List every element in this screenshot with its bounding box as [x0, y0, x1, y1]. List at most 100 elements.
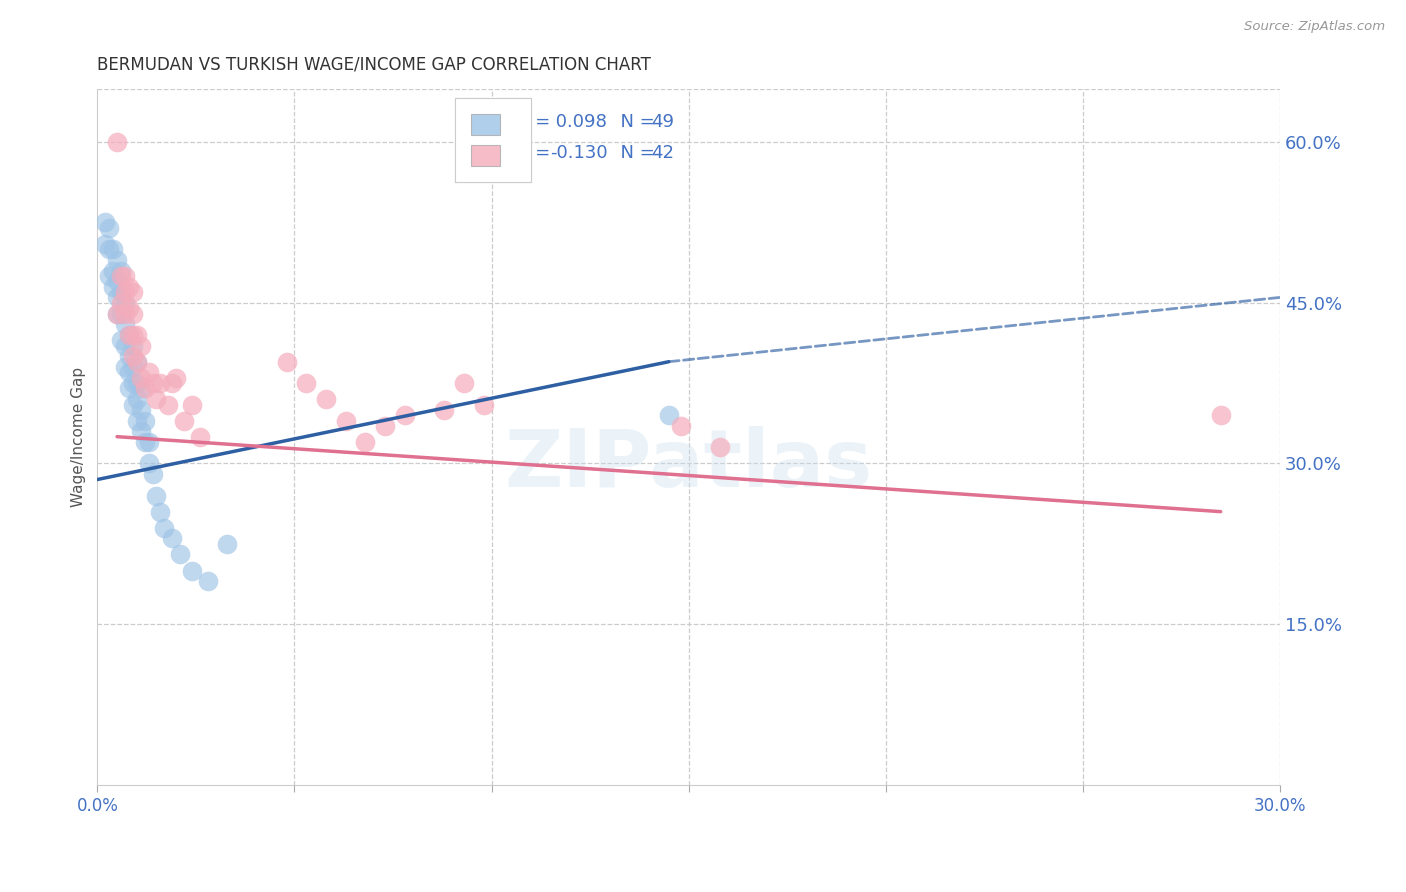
- Point: [105, 306, 128, 320]
- Y-axis label: Wage/Income Gap: Wage/Income Gap: [72, 367, 86, 507]
- Point: [98, 268, 121, 283]
- Point: [453, 376, 475, 391]
- Point: [118, 327, 141, 342]
- Point: [101, 263, 124, 277]
- Point: [98, 220, 121, 235]
- Point: [118, 365, 141, 379]
- Point: [114, 306, 136, 320]
- Point: [94, 236, 117, 251]
- Point: [149, 505, 172, 519]
- Text: N =: N =: [609, 144, 661, 161]
- Point: [197, 574, 219, 589]
- Point: [315, 392, 337, 407]
- Point: [153, 521, 176, 535]
- Point: [138, 365, 160, 379]
- Point: [173, 414, 195, 428]
- Point: [121, 376, 143, 391]
- Text: 42: 42: [651, 144, 673, 161]
- Point: [118, 301, 141, 315]
- Point: [138, 435, 160, 450]
- Point: [162, 376, 184, 391]
- Text: Source: ZipAtlas.com: Source: ZipAtlas.com: [1244, 20, 1385, 33]
- Text: -0.130: -0.130: [550, 144, 607, 161]
- Point: [121, 306, 143, 320]
- Point: [121, 359, 143, 374]
- Point: [374, 419, 396, 434]
- Text: R =: R =: [517, 113, 557, 131]
- Point: [105, 274, 128, 288]
- Point: [125, 392, 148, 407]
- Point: [101, 242, 124, 256]
- Point: [114, 285, 136, 299]
- Point: [110, 306, 132, 320]
- Point: [162, 532, 184, 546]
- Point: [134, 382, 156, 396]
- Text: ZIPatlas: ZIPatlas: [505, 425, 873, 503]
- Point: [118, 327, 141, 342]
- Point: [110, 263, 132, 277]
- Point: [181, 564, 204, 578]
- Point: [105, 135, 128, 149]
- Point: [105, 306, 128, 320]
- Point: [181, 398, 204, 412]
- Point: [125, 354, 148, 368]
- Point: [145, 392, 167, 407]
- Point: [110, 295, 132, 310]
- Point: [335, 414, 357, 428]
- Point: [669, 419, 692, 434]
- Point: [114, 295, 136, 310]
- Point: [145, 489, 167, 503]
- Point: [125, 376, 148, 391]
- Point: [129, 425, 152, 439]
- Point: [114, 338, 136, 352]
- Point: [105, 252, 128, 267]
- Point: [129, 403, 152, 417]
- Point: [121, 327, 143, 342]
- Point: [433, 403, 456, 417]
- Point: [134, 435, 156, 450]
- Point: [129, 382, 152, 396]
- Point: [217, 537, 239, 551]
- Point: [149, 376, 172, 391]
- Point: [101, 279, 124, 293]
- Point: [141, 376, 163, 391]
- Point: [709, 441, 731, 455]
- Point: [165, 371, 187, 385]
- Point: [110, 268, 132, 283]
- Point: [157, 398, 180, 412]
- Point: [114, 359, 136, 374]
- Point: [276, 354, 298, 368]
- Point: [94, 215, 117, 229]
- Point: [188, 430, 211, 444]
- Point: [105, 290, 128, 304]
- Point: [125, 354, 148, 368]
- Point: [110, 285, 132, 299]
- Legend: , : ,: [456, 97, 531, 182]
- Point: [295, 376, 318, 391]
- Point: [169, 548, 191, 562]
- Point: [114, 317, 136, 331]
- Text: 49: 49: [651, 113, 673, 131]
- Text: BERMUDAN VS TURKISH WAGE/INCOME GAP CORRELATION CHART: BERMUDAN VS TURKISH WAGE/INCOME GAP CORR…: [97, 55, 651, 73]
- Point: [472, 398, 495, 412]
- Point: [138, 457, 160, 471]
- Point: [98, 242, 121, 256]
- Text: N =: N =: [609, 113, 661, 131]
- Point: [658, 409, 681, 423]
- Point: [121, 349, 143, 363]
- Point: [118, 279, 141, 293]
- Point: [110, 333, 132, 347]
- Point: [129, 371, 152, 385]
- Text: 0.098: 0.098: [550, 113, 607, 131]
- Point: [1209, 409, 1232, 423]
- Point: [125, 414, 148, 428]
- Point: [394, 409, 416, 423]
- Point: [118, 382, 141, 396]
- Point: [121, 338, 143, 352]
- Point: [134, 414, 156, 428]
- Point: [141, 467, 163, 482]
- Text: R =: R =: [517, 144, 557, 161]
- Point: [121, 398, 143, 412]
- Point: [121, 285, 143, 299]
- Point: [118, 349, 141, 363]
